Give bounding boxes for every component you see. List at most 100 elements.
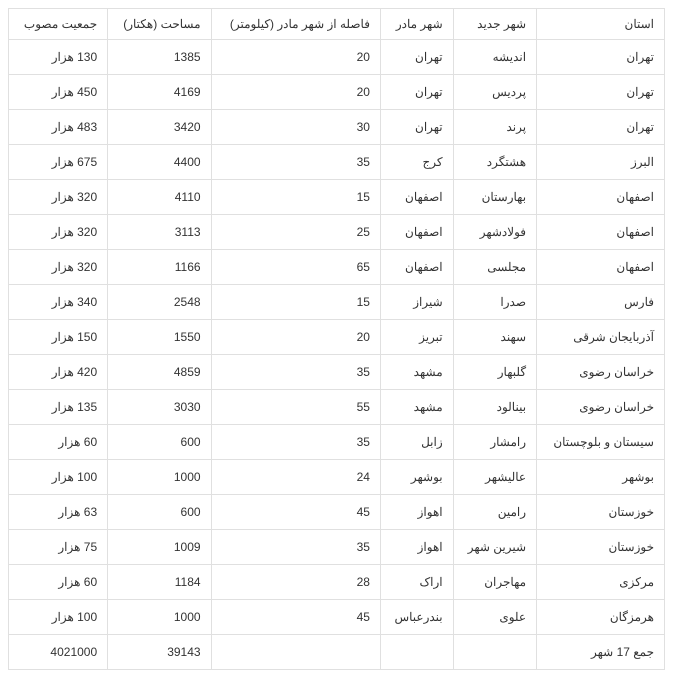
table-cell: آذربایجان شرقی <box>537 320 665 355</box>
table-cell: پرند <box>453 110 536 145</box>
table-row: بوشهرعالیشهربوشهر241000100 هزار <box>9 460 665 495</box>
table-cell: 45 <box>211 495 380 530</box>
table-cell: 4169 <box>108 75 211 110</box>
table-cell: 3420 <box>108 110 211 145</box>
table-cell: 30 <box>211 110 380 145</box>
table-cell: عالیشهر <box>453 460 536 495</box>
col-area: مساحت (هکتار) <box>108 9 211 40</box>
table-cell: هرمزگان <box>537 600 665 635</box>
table-row: خوزستانشیرین شهراهواز35100975 هزار <box>9 530 665 565</box>
table-cell: 4021000 <box>9 635 108 670</box>
table-cell: اصفهان <box>537 180 665 215</box>
table-cell: 15 <box>211 285 380 320</box>
col-province: استان <box>537 9 665 40</box>
table-cell: بندرعباس <box>380 600 453 635</box>
table-cell: 150 هزار <box>9 320 108 355</box>
table-cell: 60 هزار <box>9 565 108 600</box>
table-cell: 60 هزار <box>9 425 108 460</box>
table-cell: تهران <box>380 110 453 145</box>
table-row: اصفهانفولادشهراصفهان253113320 هزار <box>9 215 665 250</box>
table-cell: 100 هزار <box>9 460 108 495</box>
table-cell: شیرین شهر <box>453 530 536 565</box>
table-cell: 4400 <box>108 145 211 180</box>
col-distance: فاصله از شهر مادر (کیلومتر) <box>211 9 380 40</box>
table-cell: 20 <box>211 320 380 355</box>
table-cell: گلبهار <box>453 355 536 390</box>
table-cell: علوی <box>453 600 536 635</box>
table-cell: 4110 <box>108 180 211 215</box>
table-cell: 65 <box>211 250 380 285</box>
table-cell: 135 هزار <box>9 390 108 425</box>
table-row: تهراناندیشهتهران201385130 هزار <box>9 40 665 75</box>
table-cell: 1385 <box>108 40 211 75</box>
table-row: خراسان رضویگلبهارمشهد354859420 هزار <box>9 355 665 390</box>
table-cell: 3030 <box>108 390 211 425</box>
table-cell: تبریز <box>380 320 453 355</box>
table-cell: کرج <box>380 145 453 180</box>
table-cell: بینالود <box>453 390 536 425</box>
table-cell: مجلسی <box>453 250 536 285</box>
table-cell: مشهد <box>380 390 453 425</box>
table-cell: 35 <box>211 530 380 565</box>
table-cell: فولادشهر <box>453 215 536 250</box>
table-cell: 1184 <box>108 565 211 600</box>
table-row: البرزهشتگردکرج354400675 هزار <box>9 145 665 180</box>
col-mother-city: شهر مادر <box>380 9 453 40</box>
table-cell: 4859 <box>108 355 211 390</box>
table-cell: 320 هزار <box>9 180 108 215</box>
table-row: اصفهانبهارستاناصفهان154110320 هزار <box>9 180 665 215</box>
table-cell: 35 <box>211 425 380 460</box>
table-cell <box>453 635 536 670</box>
table-cell: اصفهان <box>537 250 665 285</box>
table-cell: مهاجران <box>453 565 536 600</box>
table-cell: رامین <box>453 495 536 530</box>
new-cities-table: استان شهر جدید شهر مادر فاصله از شهر ماد… <box>8 8 665 670</box>
table-cell: 39143 <box>108 635 211 670</box>
table-cell: سیستان و بلوچستان <box>537 425 665 460</box>
table-cell: اصفهان <box>380 250 453 285</box>
table-cell: اهواز <box>380 530 453 565</box>
table-cell: 35 <box>211 145 380 180</box>
table-row: تهرانپرندتهران303420483 هزار <box>9 110 665 145</box>
table-cell: 1000 <box>108 600 211 635</box>
table-cell: بوشهر <box>380 460 453 495</box>
table-row: اصفهانمجلسیاصفهان651166320 هزار <box>9 250 665 285</box>
table-cell: 3113 <box>108 215 211 250</box>
col-population: جمعیت مصوب <box>9 9 108 40</box>
table-cell: هشتگرد <box>453 145 536 180</box>
table-cell: خوزستان <box>537 495 665 530</box>
table-cell: تهران <box>537 40 665 75</box>
table-cell: خراسان رضوی <box>537 355 665 390</box>
table-row: خراسان رضویبینالودمشهد553030135 هزار <box>9 390 665 425</box>
table-cell: اصفهان <box>380 180 453 215</box>
table-cell: 100 هزار <box>9 600 108 635</box>
table-cell: خراسان رضوی <box>537 390 665 425</box>
table-row: خوزستانرامیناهواز4560063 هزار <box>9 495 665 530</box>
col-new-city: شهر جدید <box>453 9 536 40</box>
table-cell: 340 هزار <box>9 285 108 320</box>
table-row: آذربایجان شرقیسهندتبریز201550150 هزار <box>9 320 665 355</box>
table-cell: تهران <box>537 75 665 110</box>
table-cell: 1550 <box>108 320 211 355</box>
table-cell: 130 هزار <box>9 40 108 75</box>
table-cell: 600 <box>108 425 211 460</box>
table-cell: سهند <box>453 320 536 355</box>
table-cell <box>211 635 380 670</box>
table-cell: صدرا <box>453 285 536 320</box>
table-cell: اراک <box>380 565 453 600</box>
table-cell: 55 <box>211 390 380 425</box>
table-cell <box>380 635 453 670</box>
table-cell: تهران <box>537 110 665 145</box>
table-cell: 20 <box>211 75 380 110</box>
table-cell: بهارستان <box>453 180 536 215</box>
table-cell: مرکزی <box>537 565 665 600</box>
table-header-row: استان شهر جدید شهر مادر فاصله از شهر ماد… <box>9 9 665 40</box>
table-cell: فارس <box>537 285 665 320</box>
table-cell: جمع 17 شهر <box>537 635 665 670</box>
table-cell: 1000 <box>108 460 211 495</box>
table-cell: 320 هزار <box>9 250 108 285</box>
table-cell: خوزستان <box>537 530 665 565</box>
table-cell: 420 هزار <box>9 355 108 390</box>
table-row: مرکزیمهاجراناراک28118460 هزار <box>9 565 665 600</box>
table-cell: 24 <box>211 460 380 495</box>
